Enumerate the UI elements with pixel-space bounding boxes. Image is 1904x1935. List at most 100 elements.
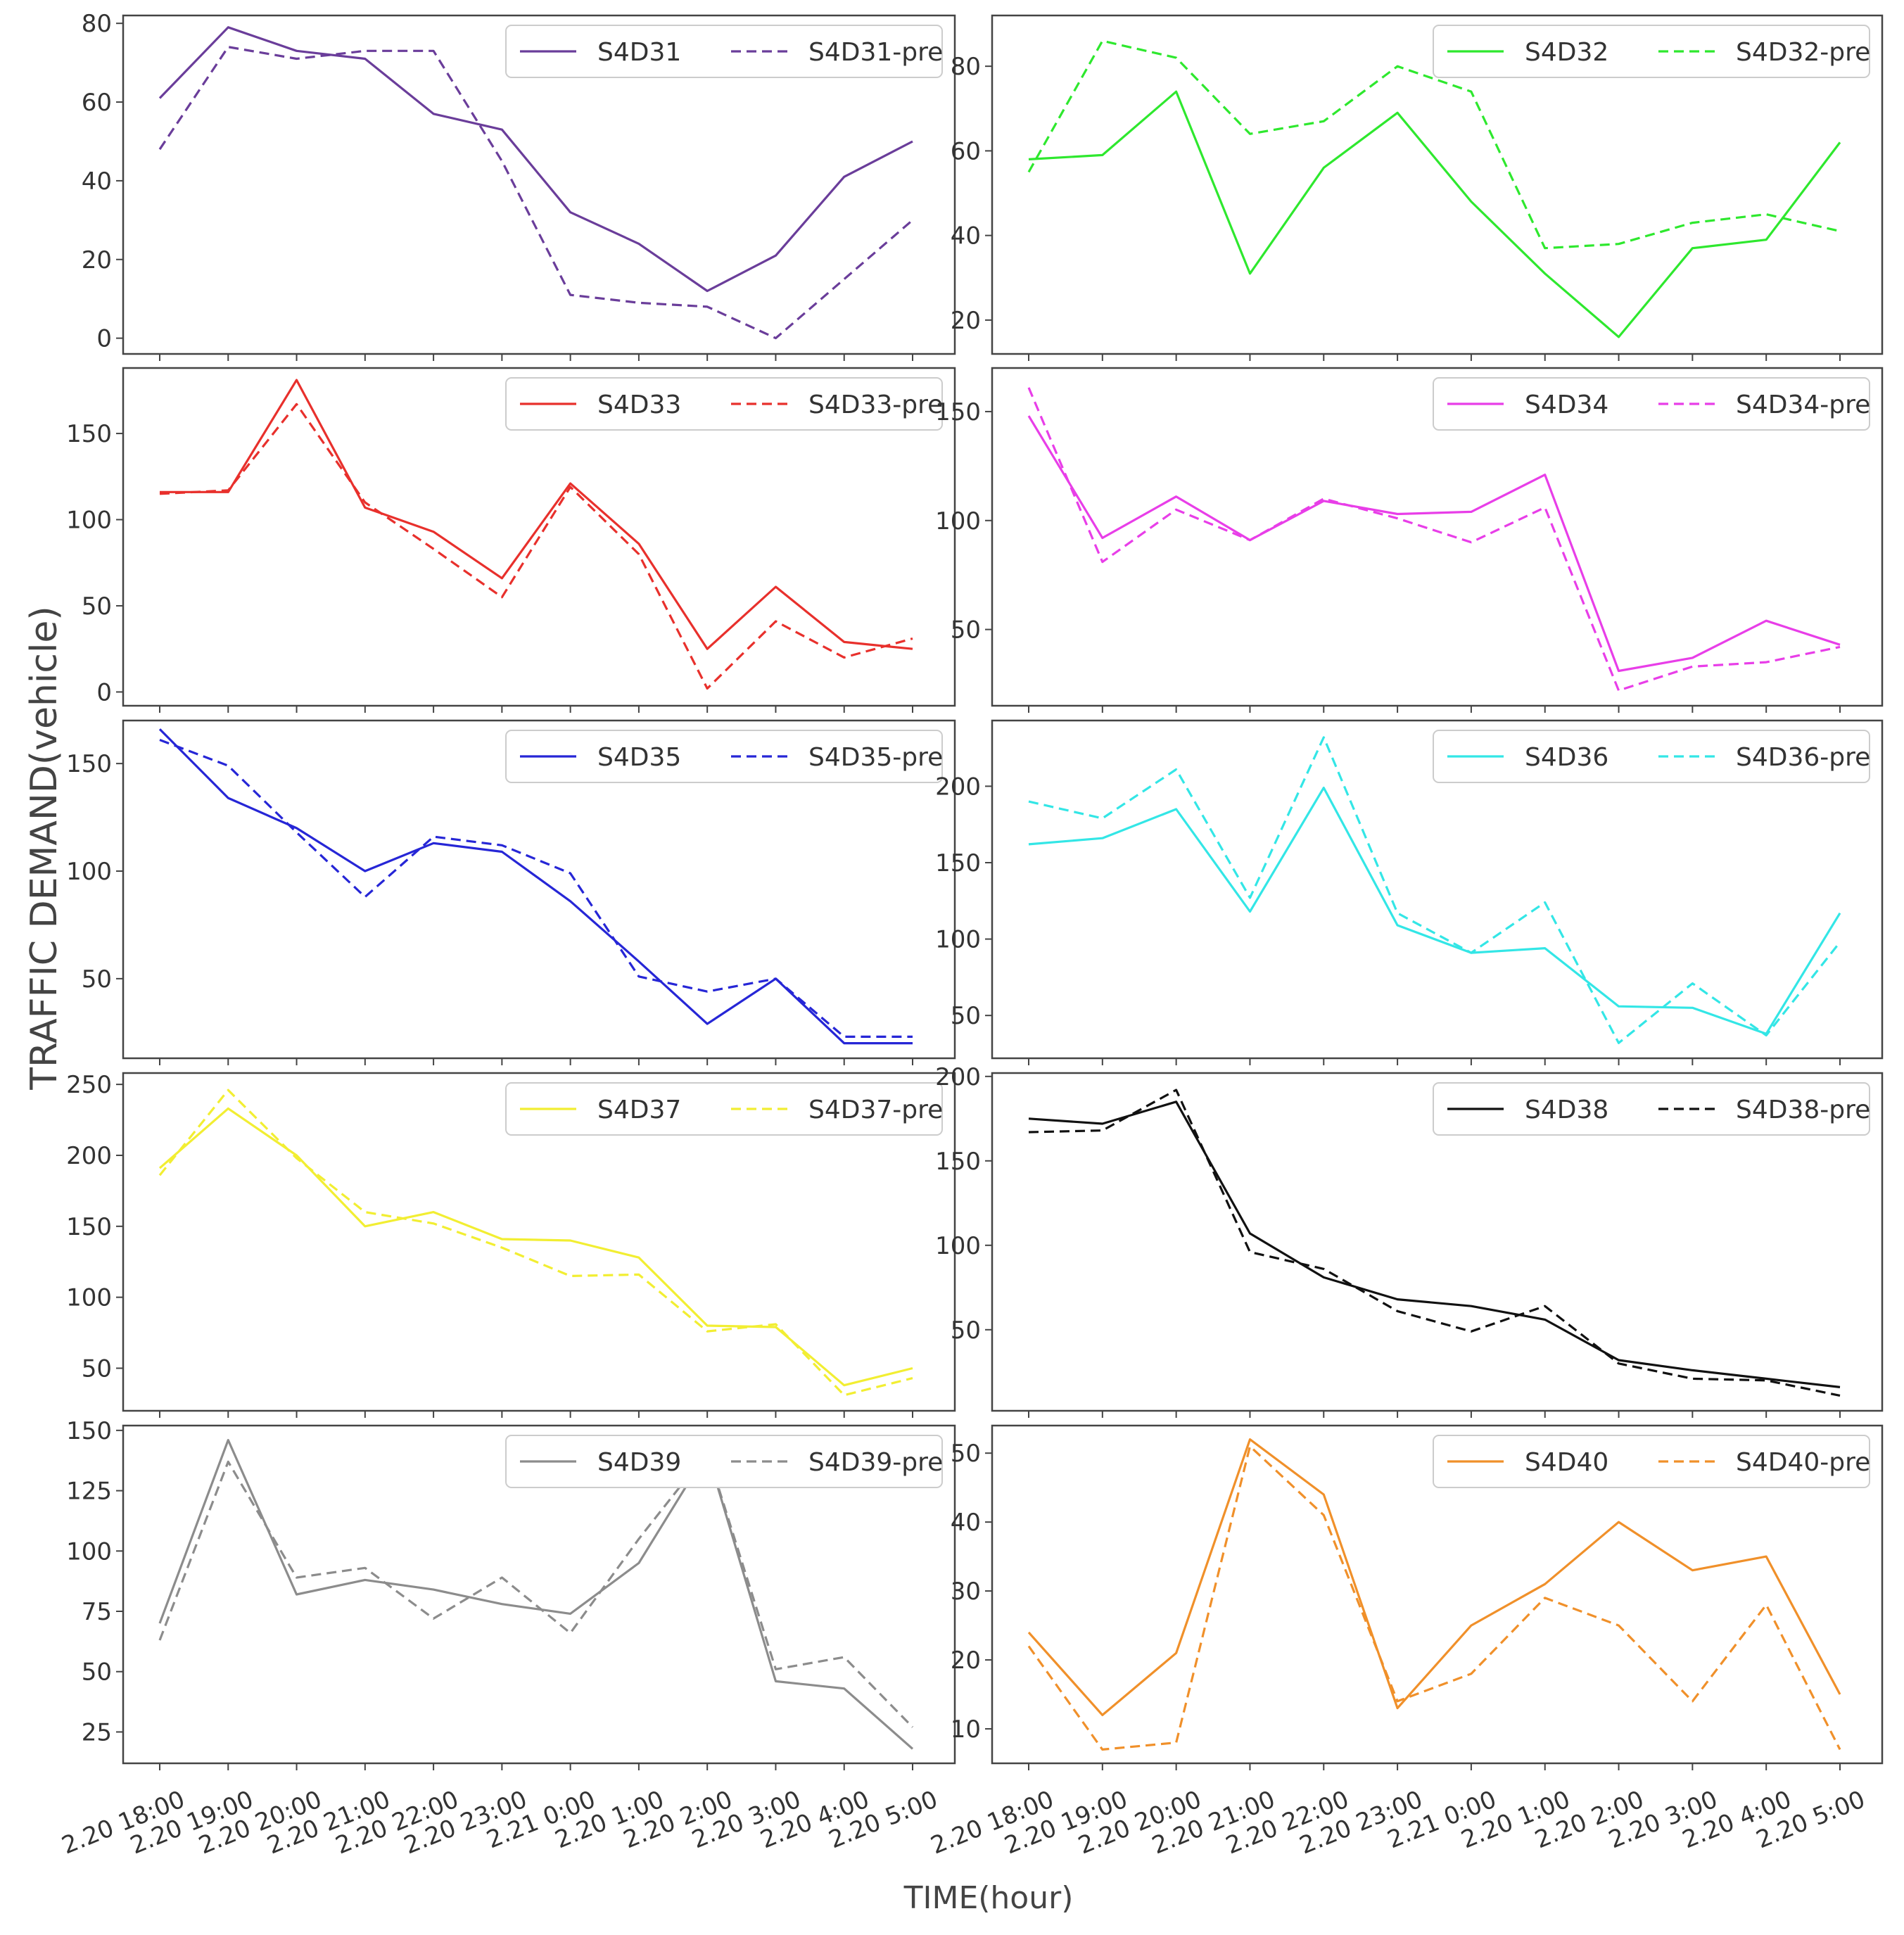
y-tick-label: 10 [951, 1715, 981, 1744]
y-tick-label: 20 [951, 307, 981, 335]
y-tick-label: 60 [951, 137, 981, 165]
series-line-s4d34-pre [1027, 387, 1841, 692]
legend-label: S4D32-pre [1736, 38, 1870, 67]
legend-label: S4D34 [1525, 391, 1608, 419]
subplot-s4d35: 50 100 150 S4D35 S4D35-pre [66, 719, 956, 1065]
y-tick-label: 0 [96, 678, 112, 706]
series-line-s4d34 [1027, 415, 1841, 673]
legend-label: S4D33 [597, 391, 681, 419]
legend: S4D32 S4D32-pre [1433, 25, 1870, 78]
subplot-s4d33: 0 50 100 150 S4D33 S4D33-pre [66, 367, 956, 713]
subplot-s4d37: 50 100 150 200 250 S4D37 S4D37-pre [66, 1071, 956, 1418]
y-tick-label: 150 [935, 398, 981, 426]
legend-box [505, 730, 943, 783]
y-tick-label: 100 [935, 1232, 981, 1260]
series-line-s4d37-pre [158, 1089, 913, 1397]
legend-label: S4D38 [1525, 1096, 1608, 1124]
series-line-s4d38 [1028, 1100, 1841, 1388]
y-axis-title: TRAFFIC DEMAND(vehicle) [23, 606, 65, 1090]
y-tick-label: 40 [951, 222, 981, 250]
y-tick-label: 150 [935, 849, 981, 877]
y-tick-label: 25 [82, 1718, 112, 1746]
legend-label: S4D39-pre [808, 1448, 943, 1477]
legend-label: S4D32 [1525, 38, 1608, 67]
legend-box [505, 377, 943, 431]
y-tick-label: 20 [951, 1647, 981, 1675]
series-line-s4d36 [1028, 786, 1841, 1035]
legend-box [1433, 377, 1870, 431]
x-axis-title: TIME(hour) [903, 1880, 1074, 1916]
y-tick-label: 150 [935, 1148, 981, 1176]
legend-box [1433, 25, 1870, 78]
legend-box [505, 25, 943, 78]
y-tick-label: 50 [951, 1002, 981, 1030]
legend: S4D33 S4D33-pre [505, 377, 943, 431]
legend: S4D36 S4D36-pre [1433, 730, 1870, 783]
y-tick-label: 50 [82, 965, 112, 994]
y-tick-label: 50 [951, 616, 981, 645]
legend: S4D37 S4D37-pre [505, 1082, 943, 1136]
legend: S4D38 S4D38-pre [1433, 1082, 1870, 1136]
y-tick-label: 50 [951, 1440, 981, 1468]
series-line-s4d33-pre [159, 402, 913, 690]
legend-label: S4D33-pre [808, 391, 943, 419]
subplot-s4d34: 50 100 150 S4D34 S4D34-pre [935, 367, 1884, 713]
legend: S4D31 S4D31-pre [505, 25, 943, 78]
y-tick-label: 30 [951, 1578, 981, 1606]
y-tick-label: 200 [935, 773, 981, 801]
y-tick-label: 50 [951, 1317, 981, 1345]
y-tick-label: 150 [66, 1213, 112, 1241]
y-tick-label: 40 [951, 1509, 981, 1537]
y-tick-label: 20 [82, 246, 112, 274]
y-tick-label: 250 [66, 1071, 112, 1099]
y-tick-label: 125 [66, 1478, 112, 1506]
legend-box [1433, 730, 1870, 783]
y-tick-label: 150 [66, 1417, 112, 1445]
legend-label: S4D40-pre [1736, 1448, 1870, 1477]
y-tick-label: 200 [66, 1142, 112, 1170]
legend-box [505, 1435, 943, 1488]
legend-label: S4D35 [597, 743, 681, 772]
series-line-s4d32 [1028, 90, 1841, 338]
legend-label: S4D31-pre [808, 38, 943, 67]
subplot-s4d36: 50 100 150 200 S4D36 S4D36-pre [935, 719, 1884, 1065]
y-tick-label: 50 [82, 1354, 112, 1383]
series-line-s4d39 [158, 1438, 914, 1750]
legend-label: S4D37 [597, 1096, 681, 1124]
y-tick-label: 80 [951, 53, 981, 81]
subplot-s4d38: 50 100 150 200 S4D38 S4D38-pre [935, 1063, 1884, 1418]
y-tick-label: 80 [82, 10, 112, 38]
y-tick-label: 40 [82, 167, 112, 196]
legend-box [1433, 1082, 1870, 1136]
legend-label: S4D35-pre [808, 743, 943, 772]
legend-box [505, 1082, 943, 1136]
y-tick-label: 100 [935, 926, 981, 954]
y-tick-label: 100 [935, 507, 981, 535]
series-line-s4d36-pre [1028, 736, 1841, 1044]
subplot-s4d31: 0 20 40 60 80 S4D31 S4D31-pre [82, 10, 956, 361]
series-line-s4d33 [160, 379, 913, 650]
series-line-s4d39-pre [158, 1451, 914, 1728]
y-tick-label: 100 [66, 858, 112, 886]
legend-label: S4D40 [1525, 1448, 1608, 1477]
legend-label: S4D36-pre [1736, 743, 1870, 772]
legend-box [1433, 1435, 1870, 1488]
y-tick-label: 100 [66, 1284, 112, 1312]
y-tick-label: 100 [66, 1537, 112, 1566]
legend-label: S4D34-pre [1736, 391, 1870, 419]
series-line-s4d35-pre [159, 739, 913, 1039]
subplot-s4d32: 20 40 60 80 S4D32 S4D32-pre [951, 14, 1884, 361]
y-tick-label: 60 [82, 89, 112, 117]
series-line-s4d31 [158, 26, 913, 293]
legend: S4D39 S4D39-pre [505, 1435, 943, 1488]
series-line-s4d31-pre [158, 46, 914, 340]
series-line-s4d38-pre [1028, 1089, 1841, 1397]
legend: S4D40 S4D40-pre [1433, 1435, 1870, 1488]
y-tick-label: 150 [66, 420, 112, 448]
legend-label: S4D39 [597, 1448, 681, 1477]
y-tick-label: 0 [96, 325, 112, 353]
legend-label: S4D38-pre [1736, 1096, 1870, 1124]
